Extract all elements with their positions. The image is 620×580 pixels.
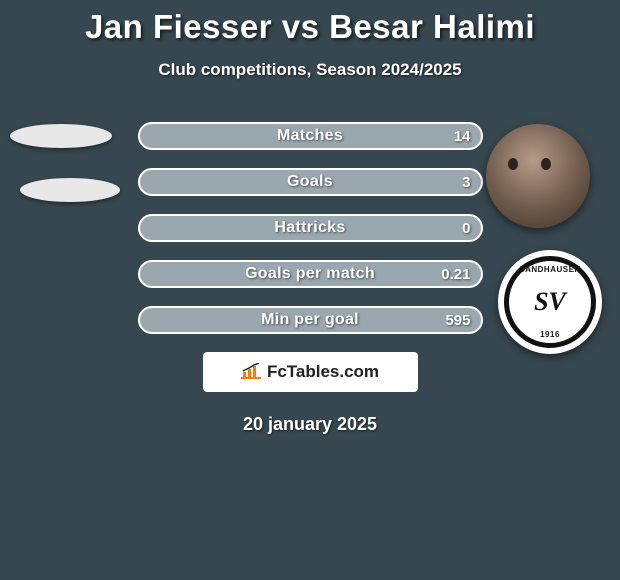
crest-bottom-text: 1916 (509, 330, 591, 339)
player-avatar-icon (486, 124, 590, 228)
brand-label: FcTables.com (267, 362, 379, 382)
page-subtitle: Club competitions, Season 2024/2025 (0, 60, 620, 80)
chart-icon (241, 363, 261, 382)
stat-label: Goals per match (140, 265, 481, 283)
page-title: Jan Fiesser vs Besar Halimi (0, 0, 620, 46)
stat-label: Min per goal (140, 311, 481, 329)
stat-row: Goals per match 0.21 (138, 260, 483, 288)
crest-inner: SANDHAUSEN SV 1916 (504, 256, 596, 348)
stat-label: Matches (140, 127, 481, 145)
stat-row: Goals 3 (138, 168, 483, 196)
date-text: 20 january 2025 (0, 414, 620, 435)
placeholder-avatar-icon (10, 124, 112, 148)
placeholder-club-icon (20, 178, 120, 202)
crest-center-text: SV (534, 287, 566, 317)
brand-box: FcTables.com (203, 352, 418, 392)
stat-value-right: 3 (462, 174, 470, 191)
stat-label: Goals (140, 173, 481, 191)
club-crest-icon: SANDHAUSEN SV 1916 (498, 250, 602, 354)
crest-top-text: SANDHAUSEN (509, 265, 591, 274)
stat-value-right: 14 (454, 128, 471, 145)
stat-value-right: 0 (462, 220, 470, 237)
stat-label: Hattricks (140, 219, 481, 237)
stat-value-right: 595 (445, 312, 470, 329)
stat-row: Matches 14 (138, 122, 483, 150)
stat-row: Hattricks 0 (138, 214, 483, 242)
stat-value-right: 0.21 (441, 266, 470, 283)
stat-row: Min per goal 595 (138, 306, 483, 334)
